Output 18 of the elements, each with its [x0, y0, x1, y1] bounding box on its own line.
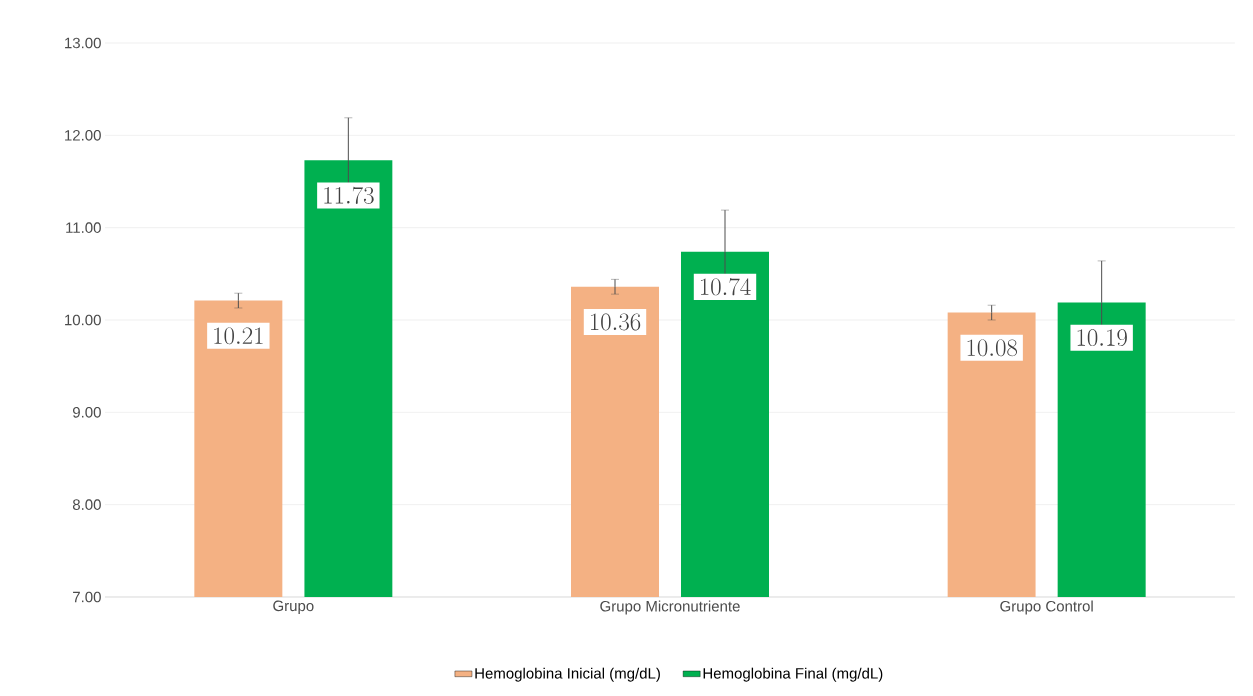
y-tick-label: 8.00 — [72, 499, 101, 510]
y-tick-label: 12.00 — [65, 130, 101, 141]
y-tick-label: 13.00 — [65, 37, 101, 49]
data-label: 10.36 — [590, 313, 641, 331]
y-tick-label: 7.00 — [73, 591, 101, 603]
legend-label: Hemoglobina Final (mg/dL) — [703, 667, 883, 682]
legend-label: Hemoglobina Inicial (mg/dL) — [475, 667, 660, 682]
data-label: 10.08 — [967, 339, 1018, 357]
x-tick-label: Grupo Micronutriente — [600, 600, 740, 615]
x-tick-label: Grupo Control — [1000, 600, 1093, 615]
y-tick-label: 11.00 — [66, 222, 101, 233]
x-tick-label: Grupo — [273, 600, 314, 615]
data-label: 11 .73 — [324, 186, 374, 204]
data-label: 10. 19 — [1077, 329, 1127, 347]
y-tick-label: 9.00 — [72, 407, 101, 418]
data-label: 10.21 — [214, 327, 263, 345]
y-tick-label: 10.00 — [65, 314, 101, 326]
data-label: 10.74 — [700, 278, 751, 296]
